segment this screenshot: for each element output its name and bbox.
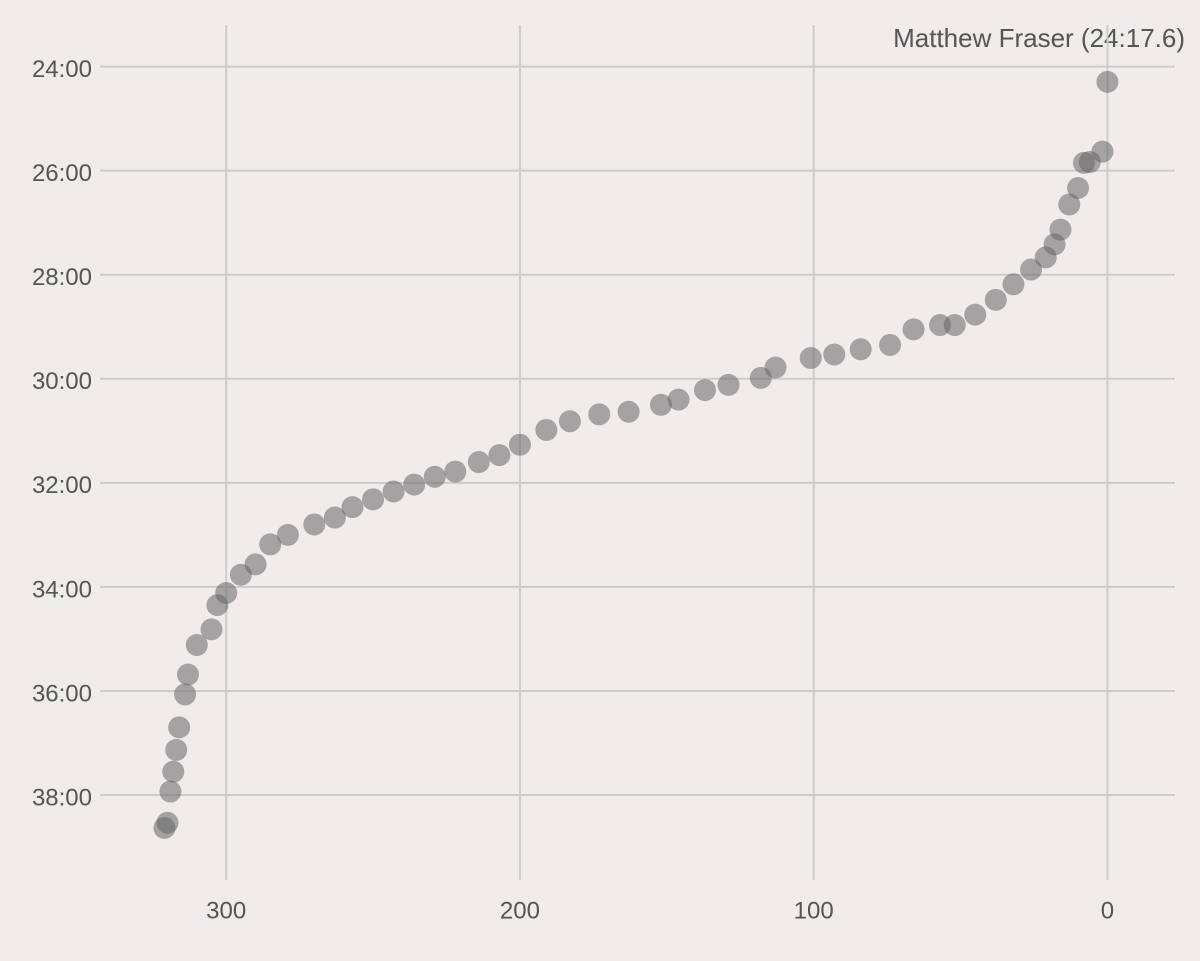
point — [617, 400, 640, 423]
point — [588, 403, 611, 426]
point — [423, 465, 446, 488]
point — [444, 460, 467, 483]
point — [1002, 273, 1025, 296]
point — [403, 473, 426, 496]
y-tick-label: 36:00 — [32, 680, 92, 707]
y-tick-label: 38:00 — [32, 784, 92, 811]
point — [165, 738, 188, 761]
point — [159, 780, 182, 803]
y-tick-label: 34:00 — [32, 576, 92, 603]
point — [177, 663, 199, 686]
point — [799, 346, 822, 369]
point — [303, 513, 326, 536]
point — [1067, 177, 1090, 200]
point — [174, 683, 197, 706]
annotation: Matthew Fraser (24:17.6) — [893, 23, 1185, 53]
y-tick-label: 28:00 — [32, 264, 92, 291]
y-tick-label: 30:00 — [32, 368, 92, 395]
point — [667, 388, 690, 411]
point — [162, 760, 185, 783]
point — [964, 303, 987, 326]
point — [535, 418, 558, 441]
point — [323, 506, 346, 529]
point — [153, 816, 176, 839]
point — [362, 488, 385, 511]
point — [341, 496, 364, 519]
point — [1096, 70, 1119, 93]
y-tick-label: 32:00 — [32, 472, 92, 499]
point — [467, 451, 490, 474]
point — [823, 343, 846, 366]
point — [508, 433, 531, 456]
point — [1034, 246, 1057, 269]
point — [185, 634, 208, 657]
point — [1058, 193, 1081, 216]
point — [558, 410, 581, 433]
point — [259, 533, 282, 556]
x-tick-label: 300 — [206, 897, 246, 924]
point — [1072, 151, 1095, 174]
point — [902, 318, 925, 341]
point — [694, 379, 716, 402]
point — [1020, 258, 1043, 281]
point — [276, 523, 299, 546]
point — [879, 333, 902, 356]
point — [649, 393, 672, 416]
point — [382, 480, 405, 503]
y-tick-label: 26:00 — [32, 160, 92, 187]
y-tick-label: 24:00 — [32, 56, 92, 83]
point — [984, 288, 1007, 311]
x-tick-label: 200 — [500, 897, 540, 924]
point — [488, 444, 511, 467]
point — [849, 338, 872, 361]
x-tick-label: 0 — [1101, 897, 1114, 924]
point — [929, 314, 951, 337]
point — [206, 594, 229, 617]
point — [229, 563, 252, 586]
point — [749, 366, 772, 389]
x-tick-label: 100 — [794, 897, 834, 924]
point — [717, 373, 740, 396]
point — [168, 716, 191, 739]
point — [200, 618, 223, 641]
